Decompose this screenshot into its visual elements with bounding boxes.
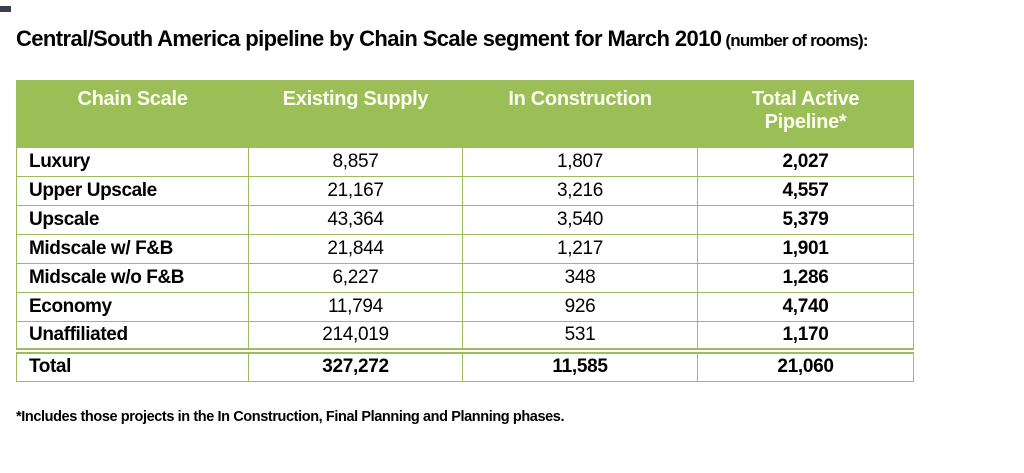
total-label-cell: Total xyxy=(16,347,249,382)
existing-supply-cell: 6,227 xyxy=(248,263,463,293)
in-construction-cell: 3,216 xyxy=(462,176,698,206)
header-cell-chain-scale: Chain Scale xyxy=(16,80,249,148)
table-row-midscale-without-fb: Midscale w/o F&B 6,227 348 1,286 xyxy=(16,263,914,293)
chain-scale-cell: Unaffiliated xyxy=(16,321,249,351)
existing-supply-cell: 214,019 xyxy=(248,321,463,351)
total-active-pipeline-cell: 5,379 xyxy=(697,205,914,235)
total-active-pipeline-cell: 1,286 xyxy=(697,263,914,293)
total-active-pipeline-cell: 1,170 xyxy=(697,321,914,351)
in-construction-cell: 1,807 xyxy=(462,147,698,177)
header-cell-in-construction: In Construction xyxy=(462,80,698,148)
chain-scale-cell: Luxury xyxy=(16,147,249,177)
chain-scale-cell: Economy xyxy=(16,292,249,322)
existing-supply-cell: 21,844 xyxy=(248,234,463,264)
in-construction-cell: 926 xyxy=(462,292,698,322)
total-active-pipeline-cell: 4,740 xyxy=(697,292,914,322)
table-row-upscale: Upscale 43,364 3,540 5,379 xyxy=(16,205,914,235)
table-row-unaffiliated: Unaffiliated 214,019 531 1,170 xyxy=(16,321,914,351)
pipeline-table: Chain Scale Existing Supply In Construct… xyxy=(16,80,914,382)
chain-scale-cell: Midscale w/ F&B xyxy=(16,234,249,264)
total-active-pipeline-cell: 1,901 xyxy=(697,234,914,264)
table-row-luxury: Luxury 8,857 1,807 2,027 xyxy=(16,147,914,177)
chain-scale-cell: Midscale w/o F&B xyxy=(16,263,249,293)
existing-supply-cell: 11,794 xyxy=(248,292,463,322)
title-main: Central/South America pipeline by Chain … xyxy=(16,26,722,51)
total-active-pipeline-cell: 4,557 xyxy=(697,176,914,206)
header-cell-total-active-pipeline: Total Active Pipeline* xyxy=(697,80,914,148)
in-construction-cell: 531 xyxy=(462,321,698,351)
page-title: Central/South America pipeline by Chain … xyxy=(16,26,869,52)
chain-scale-cell: Upper Upscale xyxy=(16,176,249,206)
total-active-pipeline-cell: 2,027 xyxy=(697,147,914,177)
table-row-total: Total 327,272 11,585 21,060 xyxy=(16,347,914,382)
in-construction-cell: 348 xyxy=(462,263,698,293)
header-cell-existing-supply: Existing Supply xyxy=(248,80,463,148)
title-suffix: (number of rooms): xyxy=(725,31,868,50)
table-header-row: Chain Scale Existing Supply In Construct… xyxy=(16,80,914,148)
chain-scale-cell: Upscale xyxy=(16,205,249,235)
total-existing-supply-cell: 327,272 xyxy=(248,347,463,382)
existing-supply-cell: 8,857 xyxy=(248,147,463,177)
table-row-economy: Economy 11,794 926 4,740 xyxy=(16,292,914,322)
table-row-midscale-with-fb: Midscale w/ F&B 21,844 1,217 1,901 xyxy=(16,234,914,264)
table-row-upper-upscale: Upper Upscale 21,167 3,216 4,557 xyxy=(16,176,914,206)
total-in-construction-cell: 11,585 xyxy=(462,347,698,382)
in-construction-cell: 1,217 xyxy=(462,234,698,264)
existing-supply-cell: 21,167 xyxy=(248,176,463,206)
total-active-pipeline-total-cell: 21,060 xyxy=(697,347,914,382)
existing-supply-cell: 43,364 xyxy=(248,205,463,235)
scan-artifact xyxy=(0,6,11,12)
footnote: *Includes those projects in the In Const… xyxy=(16,409,565,425)
in-construction-cell: 3,540 xyxy=(462,205,698,235)
